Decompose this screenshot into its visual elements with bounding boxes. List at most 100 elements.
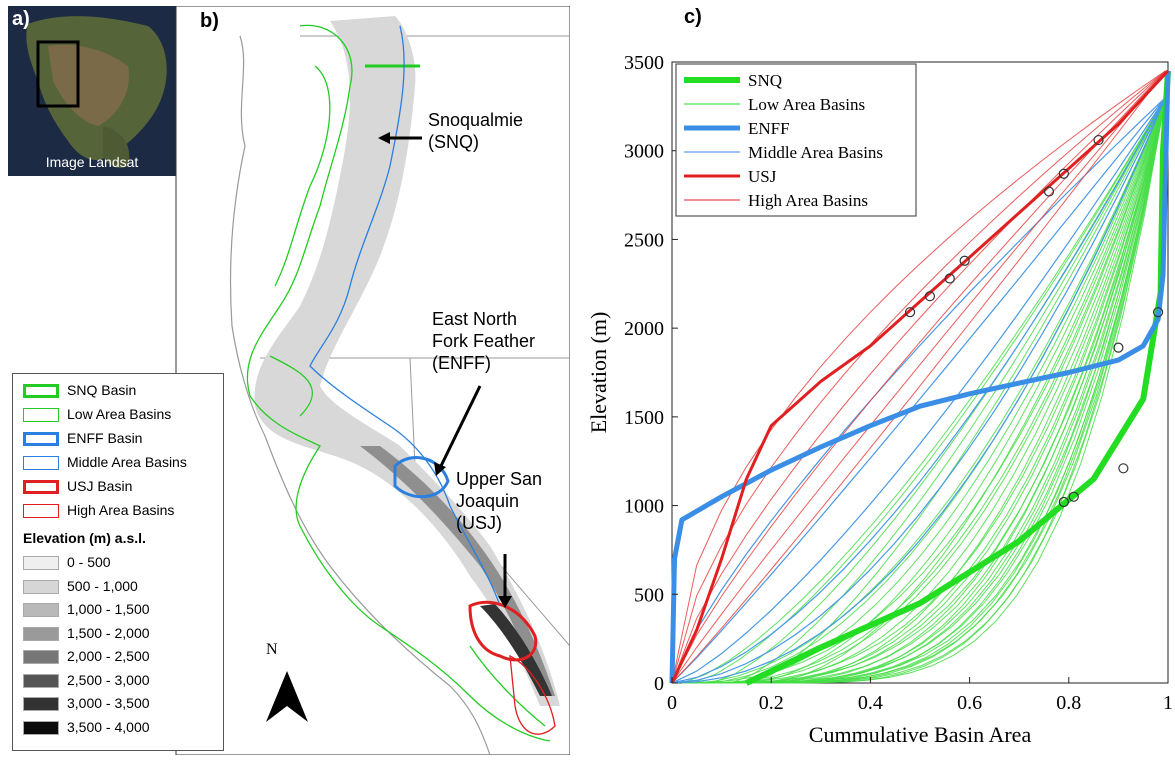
north-arrow-icon [266,671,308,722]
x-tick-label: 0.2 [759,692,784,714]
basin-curve [761,97,1166,684]
x-tick-label: 0.8 [1056,692,1081,714]
basin-map [175,6,570,755]
basin-curve [671,97,1166,684]
y-tick-label: 1000 [624,496,664,518]
elevation-swatch [23,556,59,570]
basin-curve [741,97,1166,684]
basin-curve [701,97,1166,684]
basin-curve [741,97,1166,684]
x-tick-label: 0.6 [957,692,982,714]
series-line [745,70,1171,686]
basin-curve [671,70,1166,684]
legend-swatch [23,456,59,470]
chart-legend-label: SNQ [748,71,782,90]
elevation-class-label: 500 - 1,000 [67,577,138,594]
x-tick-label: 0.4 [858,692,883,714]
elevation-class-label: 3,000 - 3,500 [67,695,150,711]
legend-item-label: Middle Area Basins [67,454,187,470]
data-marker [1058,496,1069,508]
legend-item-label: USJ Basin [67,478,133,494]
y-tick-label: 0 [654,673,664,695]
y-tick-label: 2000 [624,318,664,340]
basin-curve [751,97,1166,684]
basin-curve [701,97,1166,684]
basin-curve [671,97,1166,684]
basin-curve [711,97,1166,684]
basin-curve [711,97,1166,684]
data-marker [1118,463,1129,474]
map-legend: SNQ Basin Low Area Basins ENFF Basin Middle… [12,373,224,751]
enff-label: East North Fork Feather (ENFF) [432,309,536,373]
satellite-map [8,6,176,176]
basin-curve [741,97,1166,684]
data-marker [944,273,955,284]
elevation-swatch [23,650,59,664]
panel-c-label: c) [684,6,702,28]
x-tick-label: 1 [1163,692,1173,714]
panel-a-label: a) [12,8,30,30]
chart-legend-label: ENFF [748,119,790,138]
basin-curve [681,97,1166,684]
elevation-class-label: 2,500 - 3,000 [67,671,150,688]
elevation-class-label: 0 - 500 [67,554,111,570]
panel-b-map: b) Snoqualmie (SNQ) East North Fork Feat… [0,6,570,755]
chart-legend-label: USJ [748,167,777,186]
basin-curve [721,97,1166,684]
data-marker [1068,491,1079,502]
basin-curve [671,97,1166,684]
basin-curve [671,70,1166,684]
basin-curve [691,97,1166,684]
x-tick-label: 0 [667,692,677,714]
panel-b-label: b) [200,10,219,32]
elevation-class-label: 2,000 - 2,500 [67,648,150,664]
chart-legend-label: Middle Area Basins [748,143,883,162]
basin-curve [671,70,1166,684]
north-label: N [266,641,278,658]
chart-legend [675,63,917,217]
basin-curve [671,97,1166,684]
elevation-swatch [23,579,59,594]
y-tick-label: 3000 [624,141,664,163]
landsat-caption: Image Landsat [45,154,139,170]
data-marker [1152,307,1164,318]
legend-swatch [23,504,59,518]
x-axis-label: Cummulative Basin Area [809,722,1032,747]
legend-swatch [23,480,59,494]
legend-item-label: SNQ Basin [67,382,137,398]
basin-curve [721,97,1166,684]
elevation-class-label: 1,000 - 1,500 [67,601,150,617]
snq-label: Snoqualmie (SNQ) [428,110,524,152]
data-marker [959,255,970,266]
chart-legend-label: Low Area Basins [748,95,865,114]
y-tick-label: 2500 [624,229,664,251]
data-marker [1043,186,1055,197]
hypsometric-chart: 0 0.2 0.4 0.6 0.8 1 0 500 1000 1500 2000 2500 3000 35… [586,52,1173,747]
basin-curve [671,97,1166,684]
data-marker [924,291,936,302]
data-marker [1113,342,1124,353]
usj-label: Upper San Joaquin (USJ) [456,469,543,533]
basin-curve [731,97,1166,684]
elevation-swatch [23,720,59,735]
legend-item-label: High Area Basins [67,502,175,518]
legend-item-label: ENFF Basin [67,430,143,446]
elevation-legend-title: Elevation (m) a.s.l. [23,530,146,546]
y-tick-label: 1500 [624,407,664,429]
legend-swatch [23,384,59,398]
elevation-swatch [23,626,59,641]
enff-arrow [438,385,482,469]
panel-a-satellite-image: a) Image Landsat [8,6,176,176]
basin-curve [671,70,1166,684]
basin-curve [731,97,1166,684]
elevation-swatch [23,673,59,688]
data-marker [1058,168,1069,179]
panel-c-chart: c) 0 0.2 0.4 0.6 0.8 1 0 500 1000 1500 2000 2500 300… [580,0,1175,761]
basin-curve [671,70,1166,684]
elevation-class-label: 3,500 - 4,000 [67,718,150,735]
chart-legend-label: High Area Basins [748,191,868,210]
data-marker [904,307,916,318]
elevation-class-label: 1,500 - 2,000 [67,624,150,641]
y-axis-label: Elevation (m) [586,312,611,434]
series-line [669,70,1171,684]
